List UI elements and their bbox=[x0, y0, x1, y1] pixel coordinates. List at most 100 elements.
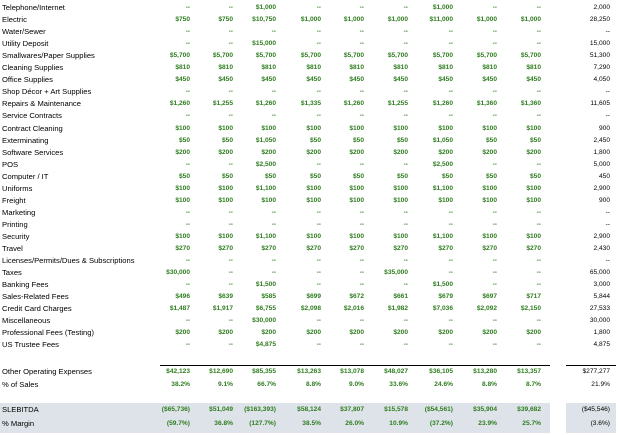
cell-value: $51,049 bbox=[209, 406, 233, 413]
row-total: ($45,546) bbox=[581, 406, 610, 413]
cell-value: -- bbox=[403, 341, 408, 349]
cell-value: -- bbox=[359, 220, 364, 228]
row-label: Sales-Related Fees bbox=[2, 292, 69, 302]
cell-value: $100 bbox=[306, 232, 321, 240]
row-label: Travel bbox=[2, 244, 23, 253]
cell-value: $1,000 bbox=[300, 16, 321, 24]
cell-value: -- bbox=[359, 317, 364, 325]
cell-value: $13,280 bbox=[473, 368, 497, 375]
cell-value: $15,578 bbox=[384, 406, 408, 413]
cell-value: -- bbox=[228, 341, 233, 349]
cell-value: -- bbox=[492, 317, 497, 325]
cell-value: -- bbox=[359, 281, 364, 289]
cell-value: -- bbox=[359, 257, 364, 265]
cell-value: $1,000 bbox=[432, 4, 453, 11]
cell-value: $100 bbox=[526, 124, 541, 132]
cell-value: -- bbox=[185, 220, 190, 228]
cell-value: $200 bbox=[175, 148, 190, 156]
cell-value: $7,036 bbox=[432, 305, 453, 313]
cell-value: -- bbox=[448, 220, 453, 228]
cell-value: $50 bbox=[485, 172, 497, 180]
cell-value: $50 bbox=[309, 172, 321, 180]
cell-value: -- bbox=[185, 257, 190, 265]
row-label: Marketing bbox=[2, 207, 36, 217]
cell-value: 8.8% bbox=[481, 381, 497, 388]
cell-value: (59.7%) bbox=[166, 420, 190, 427]
cell-value: $810 bbox=[218, 64, 233, 72]
row-total: 1,800 bbox=[593, 329, 610, 337]
cell-value: $100 bbox=[482, 232, 497, 240]
row-total: 5,844 bbox=[593, 293, 610, 301]
cell-value: $5,700 bbox=[300, 52, 321, 60]
cell-value: $810 bbox=[306, 64, 321, 72]
cell-value: $1,360 bbox=[520, 100, 541, 108]
cell-value: $100 bbox=[218, 124, 233, 132]
cell-value: -- bbox=[359, 4, 364, 11]
row-label: Professional Fees (Testing) bbox=[2, 328, 95, 338]
row-label: Exterminating bbox=[2, 135, 49, 145]
cell-value: -- bbox=[403, 88, 408, 96]
cell-value: -- bbox=[271, 208, 276, 216]
cell-value: $1,050 bbox=[432, 136, 453, 144]
cell-value: $100 bbox=[438, 124, 453, 132]
cell-value: $100 bbox=[306, 196, 321, 204]
cell-value: -- bbox=[316, 28, 321, 36]
row-total: 2,900 bbox=[593, 232, 610, 240]
row-total: 2,900 bbox=[593, 184, 610, 192]
cell-value: $200 bbox=[349, 148, 364, 156]
cell-value: -- bbox=[228, 257, 233, 265]
cell-value: $679 bbox=[438, 293, 453, 301]
cell-value: $1,260 bbox=[169, 100, 190, 108]
cell-value: $13,357 bbox=[517, 368, 541, 375]
row-total: 28,250 bbox=[589, 16, 610, 24]
row-label: Software Services bbox=[2, 147, 64, 157]
cell-value: $200 bbox=[349, 329, 364, 337]
row-total: 3,000 bbox=[593, 281, 610, 289]
row-total: 2,450 bbox=[593, 136, 610, 144]
cell-value: $1,000 bbox=[520, 16, 541, 24]
cell-value: $200 bbox=[175, 329, 190, 337]
cell-value: $15,000 bbox=[252, 40, 276, 48]
cell-value: $200 bbox=[393, 148, 408, 156]
cell-value: $200 bbox=[482, 148, 497, 156]
cell-value: $10,750 bbox=[252, 16, 276, 24]
cell-value: $100 bbox=[482, 184, 497, 192]
cell-value: -- bbox=[228, 208, 233, 216]
row-label: Printing bbox=[2, 219, 28, 229]
row-label: Credit Card Charges bbox=[2, 304, 72, 314]
cell-value: $50 bbox=[221, 136, 233, 144]
cell-value: $42,123 bbox=[166, 368, 190, 375]
cell-value: -- bbox=[316, 88, 321, 96]
cell-value: $5,700 bbox=[343, 52, 364, 60]
cell-value: -- bbox=[403, 4, 408, 11]
cell-value: $270 bbox=[393, 245, 408, 252]
cell-value: $2,150 bbox=[520, 305, 541, 313]
cell-value: -- bbox=[228, 220, 233, 228]
cell-value: $1,100 bbox=[432, 232, 453, 240]
cell-value: -- bbox=[536, 269, 541, 277]
row-total: 4,050 bbox=[593, 76, 610, 84]
row-label: Office Supplies bbox=[2, 75, 53, 85]
row-label: Cleaning Supplies bbox=[2, 63, 64, 73]
cell-value: $200 bbox=[482, 329, 497, 337]
cell-value: 38.2% bbox=[171, 381, 190, 388]
cell-value: $1,100 bbox=[255, 232, 276, 240]
cell-value: $450 bbox=[526, 76, 541, 84]
cell-value: $5,700 bbox=[387, 52, 408, 60]
row-label: Contract Cleaning bbox=[2, 123, 63, 133]
cell-value: (127.7%) bbox=[249, 420, 276, 427]
row-label: Utility Deposit bbox=[2, 39, 49, 49]
cell-value: $810 bbox=[393, 64, 408, 72]
cell-value: ($65,736) bbox=[161, 406, 190, 413]
cell-value: 25.7% bbox=[522, 420, 541, 427]
cell-value: -- bbox=[403, 281, 408, 289]
cell-value: -- bbox=[536, 160, 541, 168]
row-label: % of Sales bbox=[2, 380, 39, 389]
summary-band bbox=[0, 403, 550, 433]
cell-value: $30,000 bbox=[252, 317, 276, 325]
cell-value: (37.2%) bbox=[429, 420, 453, 427]
cell-value: -- bbox=[492, 208, 497, 216]
cell-value: $4,875 bbox=[255, 341, 276, 349]
cell-value: $270 bbox=[306, 245, 321, 252]
cell-value: -- bbox=[492, 40, 497, 48]
